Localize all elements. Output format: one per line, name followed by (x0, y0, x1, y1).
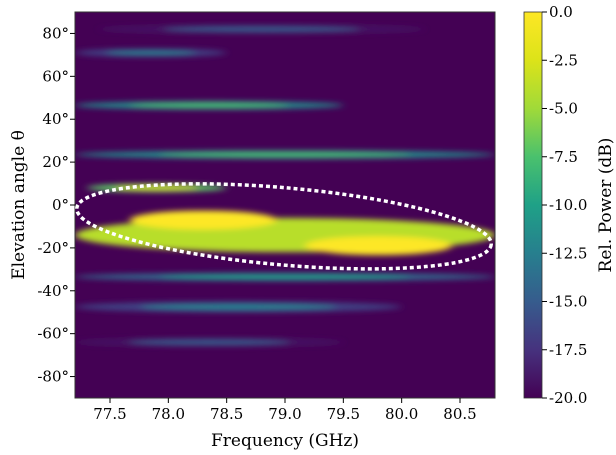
y-tick-label: 0° (52, 196, 69, 214)
y-tick-label: -80° (37, 368, 69, 386)
heat-band-core (159, 274, 411, 280)
heat-band-core (159, 152, 411, 158)
x-tick-label: 80.0 (385, 405, 418, 423)
colorbar-tick-label: -7.5 (549, 148, 578, 166)
x-tick-label: 80.5 (443, 405, 476, 423)
colorbar-tick-label: -2.5 (549, 51, 578, 69)
colorbar (523, 11, 543, 399)
x-axis-label: Frequency (GHz) (211, 431, 359, 451)
colorbar-tick-label: 0.0 (549, 3, 573, 21)
colorbar-label: Rel. Power (dB) (596, 138, 616, 273)
y-tick-label: 20° (42, 153, 69, 171)
colorbar-ticks: 0.0 -2.5 -5.0 -7.5 -10.0 -12.5 -15.0 -17.5 -20.0 (542, 3, 587, 407)
heat-band-core (128, 102, 290, 108)
colorbar-tick-label: -10.0 (549, 196, 587, 214)
y-tick-label: 80° (42, 24, 69, 42)
heat-band-core (140, 303, 337, 311)
colorbar-tick-label: -5.0 (549, 100, 578, 118)
plot-area (75, 12, 495, 398)
heat-peak (129, 210, 277, 230)
x-axis-ticks: 77.5 78.0 78.5 79.0 79.5 80.0 80.5 (93, 398, 477, 423)
x-tick-label: 78.0 (152, 405, 185, 423)
x-tick-label: 77.5 (93, 405, 126, 423)
x-tick-label: 79.5 (327, 405, 360, 423)
colorbar-tick-label: -17.5 (549, 341, 587, 359)
y-tick-label: -20° (37, 239, 69, 257)
y-tick-label: 40° (42, 110, 69, 128)
highlight-ellipse (75, 182, 493, 271)
heat-band-core (105, 50, 197, 56)
heat-bands (75, 24, 495, 347)
y-axis-ticks: 80° 60° 40° 20° 0° -20° -40° -60° -80° (37, 24, 75, 386)
y-tick-label: -60° (37, 325, 69, 343)
x-tick-label: 78.5 (210, 405, 243, 423)
heat-band-core (163, 26, 360, 32)
y-axis-label: Elevation angle θ (9, 130, 29, 280)
colorbar-tick-label: -12.5 (549, 244, 587, 262)
x-tick-label: 79.0 (268, 405, 301, 423)
y-tick-label: 60° (42, 67, 69, 85)
colorbar-tick-label: -20.0 (549, 389, 587, 407)
colorbar-tick-label: -15.0 (549, 293, 587, 311)
heat-peak (304, 236, 452, 256)
heat-band-core (128, 339, 290, 345)
y-tick-label: -40° (37, 282, 69, 300)
